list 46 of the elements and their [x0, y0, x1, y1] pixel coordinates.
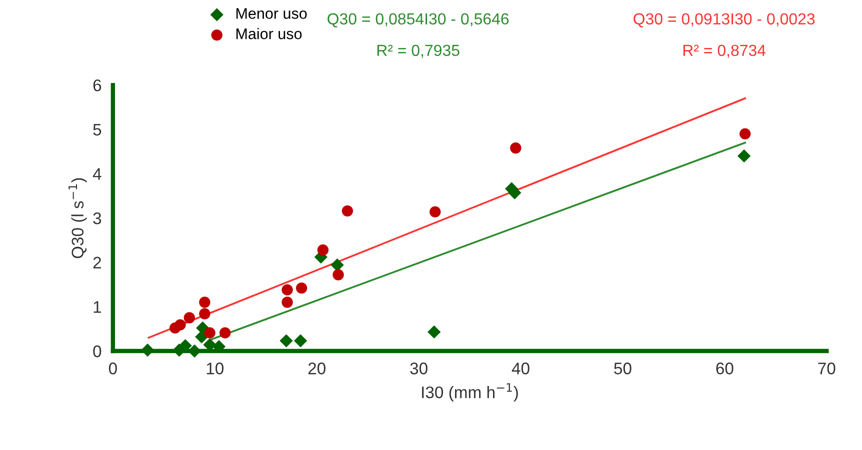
x-tick-label: 0 — [108, 362, 117, 374]
point — [282, 296, 293, 308]
point — [428, 325, 441, 339]
point — [739, 128, 751, 140]
point — [219, 327, 231, 338]
point — [282, 284, 293, 296]
point — [294, 334, 308, 348]
point — [737, 149, 751, 163]
point — [141, 344, 154, 357]
x-tick-label: 30 — [410, 362, 428, 374]
point — [212, 340, 226, 354]
x-axis-title: I30 (mm h$^{−1}$) — [422, 383, 518, 402]
point — [332, 269, 344, 280]
y-tick-label: 3 — [93, 212, 102, 224]
legend-label: Maior uso — [236, 28, 302, 40]
y-axis-title: Q30 (l s$^{−1}$) — [68, 178, 87, 258]
point — [342, 205, 354, 217]
y-tick-label: 1 — [94, 301, 101, 313]
text: Q30 = 0,0913I30 - 0,0023 — [634, 13, 815, 28]
x-tick-label: 10 — [206, 362, 224, 374]
text: Q30 = 0,0854I30 - 0,5646 — [328, 13, 509, 28]
point — [330, 258, 344, 272]
point — [204, 327, 216, 338]
point — [174, 319, 186, 330]
x-tick-label: 40 — [512, 362, 530, 374]
point — [280, 334, 293, 348]
text: R² = 0,8734 — [683, 44, 766, 58]
point — [184, 312, 195, 324]
x-tick-label: 60 — [716, 362, 734, 374]
y-tick-label: 5 — [93, 124, 102, 136]
y-tick-label: 0 — [93, 345, 102, 358]
y-tick-label: 6 — [93, 79, 102, 92]
x-tick-label: 50 — [614, 362, 632, 374]
point — [199, 296, 210, 308]
x-tick-label: 70 — [818, 362, 836, 374]
point — [199, 308, 210, 320]
point — [510, 142, 522, 154]
point — [430, 206, 441, 218]
point — [296, 282, 308, 294]
y-tick-label: 2 — [93, 256, 101, 268]
text: R² = 0,7935 — [377, 44, 460, 58]
point — [317, 244, 329, 256]
y-tick-label: 4 — [92, 168, 102, 180]
legend-label: Menor uso — [236, 8, 307, 19]
point — [195, 330, 208, 344]
x-tick-label: 20 — [308, 362, 326, 374]
